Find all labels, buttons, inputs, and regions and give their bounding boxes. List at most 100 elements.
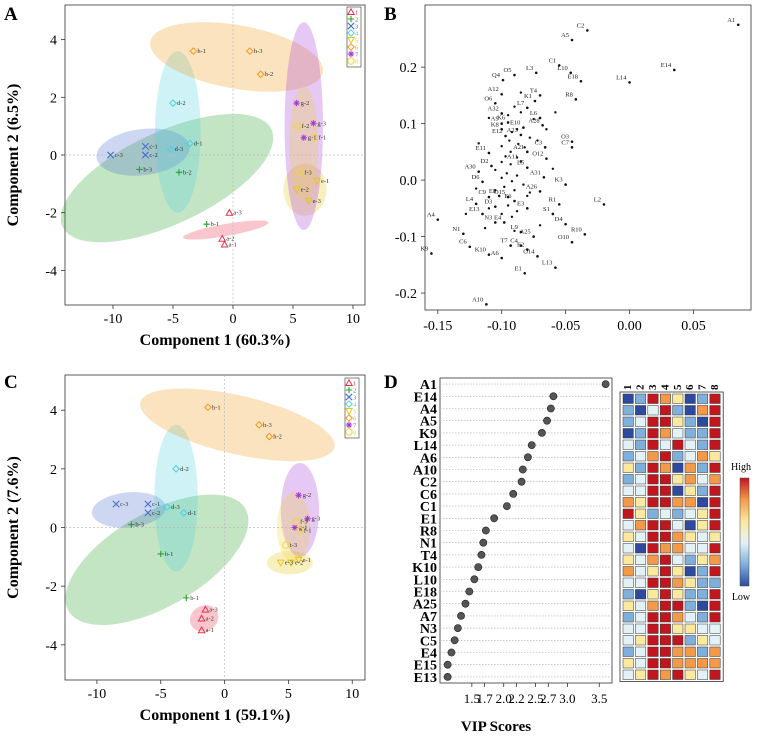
vip-point (546, 404, 555, 413)
point-label: b-3 (135, 522, 144, 529)
heatmap-cell (709, 600, 721, 611)
data-point (282, 541, 290, 549)
vip-point (518, 465, 527, 474)
heatmap-cell (622, 462, 634, 473)
heatmap-cell (709, 554, 721, 565)
point-label: f-1 (304, 527, 312, 534)
loading-point (487, 253, 491, 256)
heatmap-cell (635, 566, 647, 577)
data-point (141, 151, 149, 159)
legend-label: 6 (355, 45, 359, 52)
heatmap-cell (622, 485, 634, 496)
heatmap-cell (635, 393, 647, 404)
heatmap-cell (672, 485, 684, 496)
point-label: b-2 (183, 169, 192, 176)
heatmap-cell (635, 600, 647, 611)
heatmap-cell (635, 612, 647, 623)
loading-label: D6 (472, 174, 481, 181)
data-point (197, 625, 206, 634)
heatmap-cell (697, 405, 709, 416)
loading-point (501, 78, 505, 82)
heatmap-cell (672, 589, 684, 600)
x-tick-label: -5 (155, 687, 167, 702)
loading-label: K10 (475, 247, 486, 254)
data-point (144, 509, 152, 517)
heatmap-cell (697, 612, 709, 623)
data-point (291, 524, 298, 531)
loading-point (519, 91, 523, 94)
loading-label: K3 (555, 177, 563, 184)
heatmap-cell (709, 393, 721, 404)
heatmap-cell (697, 485, 709, 496)
loading-label: A31 (530, 169, 541, 176)
point-label: d-2 (180, 466, 189, 473)
loading-point (506, 195, 510, 199)
loading-point (506, 204, 510, 207)
heatmap-cell (709, 428, 721, 439)
loading-point (504, 155, 507, 158)
loading-point (500, 92, 504, 96)
heatmap-cell (659, 554, 671, 565)
point-label: g-1 (308, 135, 317, 142)
heatmap-cell (684, 520, 696, 531)
loading-label: O10 (558, 234, 569, 241)
loading-point (602, 203, 606, 206)
group-ellipse-4 (155, 51, 201, 213)
loading-point (513, 105, 516, 108)
loading-label: A30 (464, 164, 475, 171)
heatmap-cell (659, 612, 671, 623)
point-label: f-3 (304, 169, 312, 176)
heatmap-cell (672, 508, 684, 519)
y-tick-label: 4 (50, 404, 57, 419)
point-label: f-3 (300, 519, 308, 526)
loading-point (519, 230, 523, 234)
heatmap-cell (635, 646, 647, 657)
heatmap-cell (635, 405, 647, 416)
heatmap-cell (709, 462, 721, 473)
loading-point (519, 160, 523, 163)
loading-point (525, 207, 529, 210)
loading-label: A5 (561, 32, 569, 39)
y-tick-label: -4 (45, 639, 57, 654)
loading-label: N3 (484, 214, 492, 221)
x-tick-label: 1.7 (476, 691, 493, 706)
heatmap-cell (622, 520, 634, 531)
loading-label: L9 (511, 224, 518, 231)
x-tick-label: 0.00 (617, 319, 642, 334)
legend-marker (347, 57, 355, 65)
loading-label: A21 (513, 144, 524, 151)
loading-label: A1 (727, 17, 735, 24)
heatmap-cell (635, 543, 647, 554)
heatmap-cell (684, 416, 696, 427)
loading-point (474, 202, 478, 206)
heatmap-cell (684, 393, 696, 404)
heatmap-cell (622, 531, 634, 542)
y-tick-label: -0.2 (395, 287, 417, 302)
heatmap-cell (684, 669, 696, 680)
heatmap-cell (672, 646, 684, 657)
legend-marker (347, 29, 355, 37)
heatmap-cell (622, 416, 634, 427)
point-label: h-3 (254, 48, 263, 55)
data-point (204, 403, 212, 412)
heatmap-cell (647, 646, 659, 657)
heatmap-cell (622, 658, 634, 669)
loading-point (517, 142, 520, 146)
heatmap-cell (697, 497, 709, 508)
vip-feature-label: C5 (420, 634, 437, 649)
legend-marker (347, 15, 355, 23)
x-tick-label: -0.10 (487, 319, 516, 334)
loading-point (462, 232, 465, 236)
y-tick-label: -4 (45, 264, 57, 279)
vip-point (524, 453, 532, 462)
vip-point (527, 441, 536, 449)
point-label: e-2 (301, 187, 309, 194)
heatmap-cell (622, 428, 634, 439)
heatmap-cell (659, 589, 671, 600)
heatmap-cell (684, 577, 696, 588)
heatmap-cell (635, 531, 647, 542)
loading-label: O6 (484, 95, 493, 102)
heatmap-cell (697, 393, 709, 404)
heatmap-cell (622, 393, 634, 404)
heatmap-cell (697, 646, 709, 657)
